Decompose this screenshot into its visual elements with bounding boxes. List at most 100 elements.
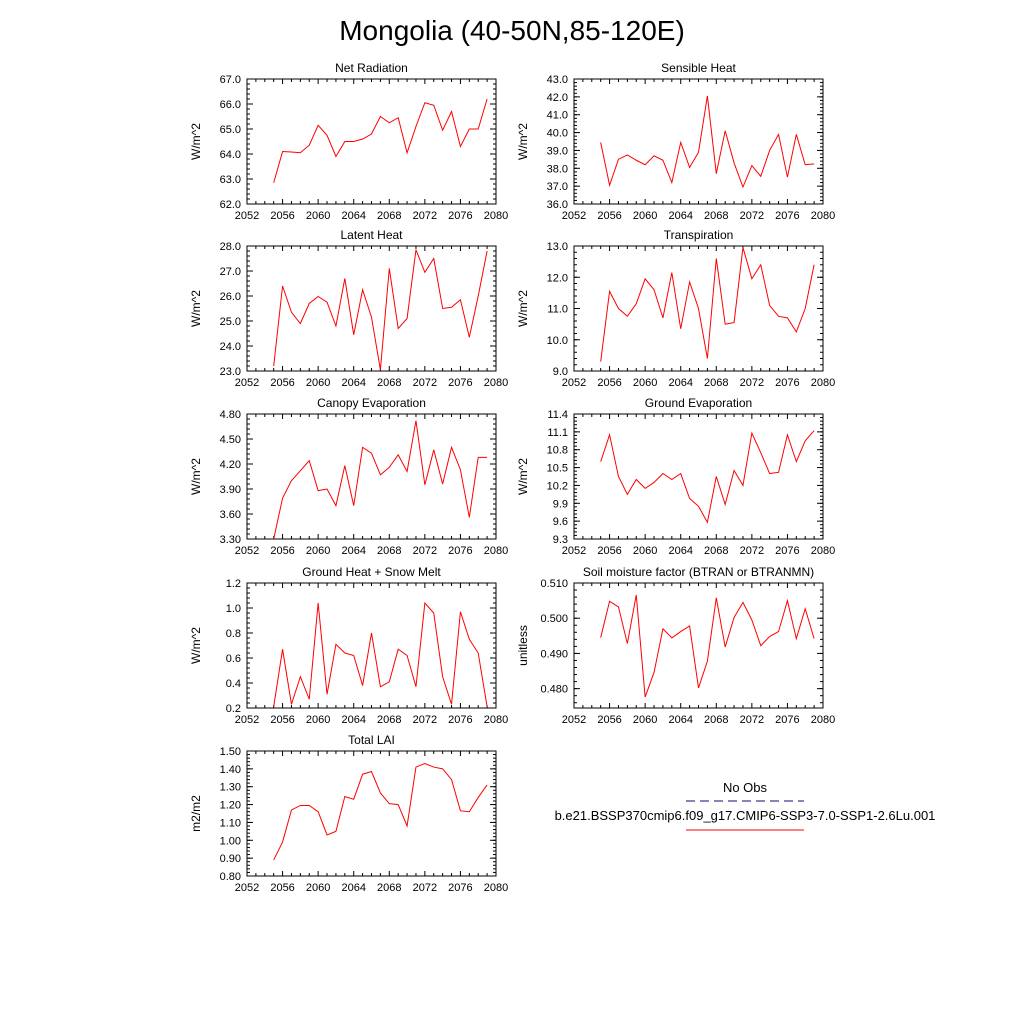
x-tick-label: 2072 (413, 210, 437, 222)
chart-panel: 2052 2056 2060 2064 2068 2072 2076 2080 0.80 0.90… (189, 733, 508, 894)
x-tick-label: 2064 (668, 714, 692, 726)
x-tick-label: 2080 (811, 714, 835, 726)
x-tick-label: 2072 (740, 714, 764, 726)
panel-title: Soil moisture factor (BTRAN or BTRANMN) (583, 565, 814, 579)
y-tick-label: 1.20 (220, 800, 241, 812)
y-axis-label: W/m^2 (516, 123, 530, 160)
y-tick-label: 13.0 (547, 241, 568, 253)
y-axis-label: W/m^2 (189, 458, 203, 495)
x-tick-label: 2052 (235, 210, 259, 222)
x-tick-label: 2080 (484, 882, 508, 894)
panel-title: Latent Heat (340, 228, 403, 242)
y-tick-label: 42.0 (547, 92, 568, 104)
y-tick-label: 9.3 (553, 534, 568, 546)
x-tick-label: 2076 (775, 714, 799, 726)
x-tick-label: 2080 (811, 377, 835, 389)
chart-panel: 2052 2056 2060 2064 2068 2072 2076 2080 0.480 0.4… (516, 565, 835, 726)
y-axis-label: m2/m2 (189, 795, 203, 832)
x-tick-label: 2068 (377, 210, 401, 222)
x-tick-label: 2080 (484, 377, 508, 389)
y-tick-label: 4.50 (220, 434, 241, 446)
x-tick-label: 2068 (377, 377, 401, 389)
panel-title: Ground Heat + Snow Melt (302, 565, 441, 579)
y-tick-label: 28.0 (220, 241, 241, 253)
panel-title: Net Radiation (335, 61, 408, 75)
x-tick-label: 2080 (484, 714, 508, 726)
x-tick-label: 2076 (448, 377, 472, 389)
series-line (273, 249, 488, 370)
y-tick-label: 0.510 (540, 578, 568, 590)
x-tick-label: 2080 (811, 545, 835, 557)
x-tick-label: 2064 (341, 210, 365, 222)
y-tick-label: 41.0 (547, 110, 568, 122)
plot-frame (573, 582, 824, 709)
y-tick-label: 65.0 (220, 124, 241, 136)
x-tick-label: 2064 (341, 377, 365, 389)
y-tick-label: 3.30 (220, 534, 241, 546)
x-tick-label: 2056 (270, 714, 294, 726)
x-tick-label: 2072 (413, 882, 437, 894)
y-tick-label: 23.0 (220, 366, 241, 378)
y-tick-label: 0.90 (220, 853, 241, 865)
y-tick-label: 0.490 (540, 648, 568, 660)
x-tick-label: 2080 (811, 210, 835, 222)
x-tick-label: 2060 (633, 210, 657, 222)
y-tick-label: 1.0 (226, 603, 241, 615)
y-tick-label: 0.2 (226, 703, 241, 715)
chart-panel: 2052 2056 2060 2064 2068 2072 2076 2080 36.0 37.0… (516, 61, 835, 222)
y-tick-label: 12.0 (547, 272, 568, 284)
x-tick-label: 2052 (562, 210, 586, 222)
x-tick-label: 2052 (235, 882, 259, 894)
y-tick-label: 4.80 (220, 409, 241, 421)
x-tick-label: 2068 (704, 545, 728, 557)
y-tick-label: 26.0 (220, 291, 241, 303)
y-tick-label: 1.40 (220, 764, 241, 776)
x-tick-label: 2064 (341, 545, 365, 557)
x-tick-label: 2060 (633, 714, 657, 726)
x-tick-label: 2072 (413, 545, 437, 557)
panel-title: Ground Evaporation (645, 396, 752, 410)
chart-panel: 2052 2056 2060 2064 2068 2072 2076 2080 9.0 10.0 1… (516, 228, 835, 389)
y-tick-label: 3.60 (220, 509, 241, 521)
y-tick-label: 0.480 (540, 684, 568, 696)
y-tick-label: 11.0 (547, 304, 568, 316)
x-tick-label: 2076 (448, 882, 472, 894)
y-tick-label: 0.6 (226, 653, 241, 665)
x-tick-label: 2060 (633, 377, 657, 389)
panel-title: Transpiration (664, 228, 734, 242)
y-axis-label: W/m^2 (516, 290, 530, 327)
x-tick-label: 2068 (704, 714, 728, 726)
y-tick-label: 1.50 (220, 746, 241, 758)
y-tick-label: 24.0 (220, 341, 241, 353)
series-line (273, 98, 488, 183)
x-tick-label: 2060 (306, 210, 330, 222)
y-tick-label: 4.20 (220, 459, 241, 471)
y-axis-label: W/m^2 (189, 290, 203, 327)
y-axis-label: W/m^2 (516, 458, 530, 495)
y-tick-label: 1.2 (226, 578, 241, 590)
x-tick-label: 2056 (270, 882, 294, 894)
series-line (273, 420, 488, 540)
x-tick-label: 2076 (448, 545, 472, 557)
page-title: Mongolia (40-50N,85-120E) (339, 15, 685, 46)
y-tick-label: 37.0 (547, 181, 568, 193)
x-tick-label: 2076 (775, 210, 799, 222)
series-line (273, 601, 488, 707)
x-tick-label: 2068 (377, 714, 401, 726)
plot-frame (246, 582, 497, 709)
chart-panel: 2052 2056 2060 2064 2068 2072 2076 2080 3.30 3.60… (189, 396, 508, 557)
x-tick-label: 2060 (306, 377, 330, 389)
x-tick-label: 2068 (377, 545, 401, 557)
x-tick-label: 2056 (270, 210, 294, 222)
x-tick-label: 2060 (306, 545, 330, 557)
y-tick-label: 10.5 (547, 463, 568, 475)
x-tick-label: 2076 (775, 545, 799, 557)
x-tick-label: 2056 (597, 210, 621, 222)
x-tick-label: 2080 (484, 210, 508, 222)
x-tick-label: 2064 (341, 882, 365, 894)
plot-frame (246, 750, 497, 877)
y-tick-label: 62.0 (220, 199, 241, 211)
panels: 2052 2056 2060 2064 2068 2072 2076 2080 62.0 63.0… (189, 61, 835, 894)
chart-panel: 2052 2056 2060 2064 2068 2072 2076 2080 9.3 9.6 9.… (516, 396, 835, 557)
x-tick-label: 2052 (562, 714, 586, 726)
